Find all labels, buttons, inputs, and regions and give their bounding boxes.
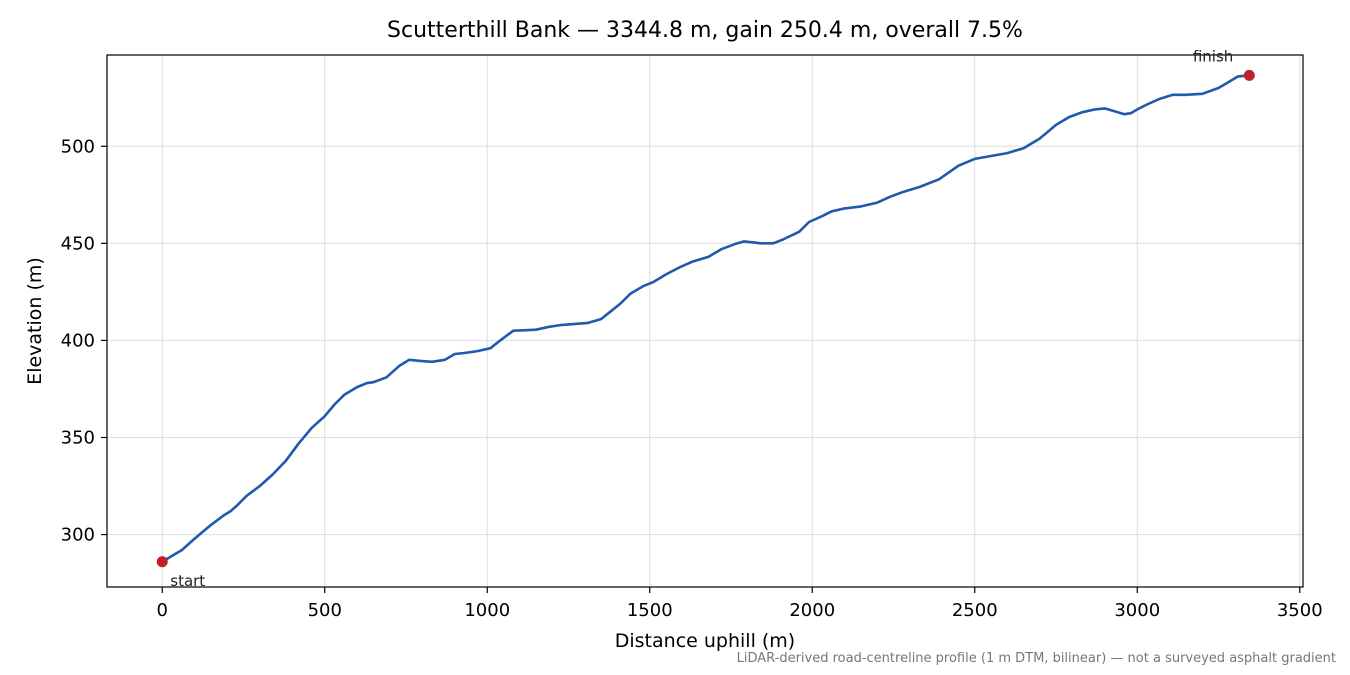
y-tick-label: 300 <box>61 525 95 546</box>
y-tick-label: 450 <box>61 233 95 254</box>
endpoint-markers: start finish <box>156 47 1255 590</box>
x-tick-label: 2000 <box>789 600 835 621</box>
chart-title: Scutterthill Bank — 3344.8 m, gain 250.4… <box>387 18 1023 43</box>
x-tick-label: 500 <box>308 600 342 621</box>
x-tick-label: 0 <box>157 600 168 621</box>
start-label: start <box>170 572 205 590</box>
finish-marker <box>1243 69 1255 81</box>
x-tick-label: 1500 <box>627 600 673 621</box>
y-tick-label: 400 <box>61 330 95 351</box>
finish-label: finish <box>1193 47 1233 65</box>
plot-frame <box>106 54 1304 588</box>
x-tick-label: 1000 <box>464 600 510 621</box>
elevation-profile-line <box>161 74 1251 564</box>
x-axis-label: Distance uphill (m) <box>615 630 795 652</box>
y-axis-label: Elevation (m) <box>24 257 46 385</box>
y-tick-label: 350 <box>61 427 95 448</box>
grid-lines <box>107 55 1303 587</box>
x-tick-label: 3000 <box>1114 600 1160 621</box>
x-axis-ticks: 0 500 1000 1500 2000 2500 3000 3500 <box>157 587 1323 621</box>
x-tick-label: 2500 <box>952 600 998 621</box>
start-marker <box>156 556 168 568</box>
x-tick-label: 3500 <box>1277 600 1323 621</box>
y-tick-label: 500 <box>61 136 95 157</box>
source-footnote: LiDAR-derived road-centreline profile (1… <box>736 651 1336 666</box>
y-axis-ticks: 300 350 400 450 500 <box>61 136 107 546</box>
